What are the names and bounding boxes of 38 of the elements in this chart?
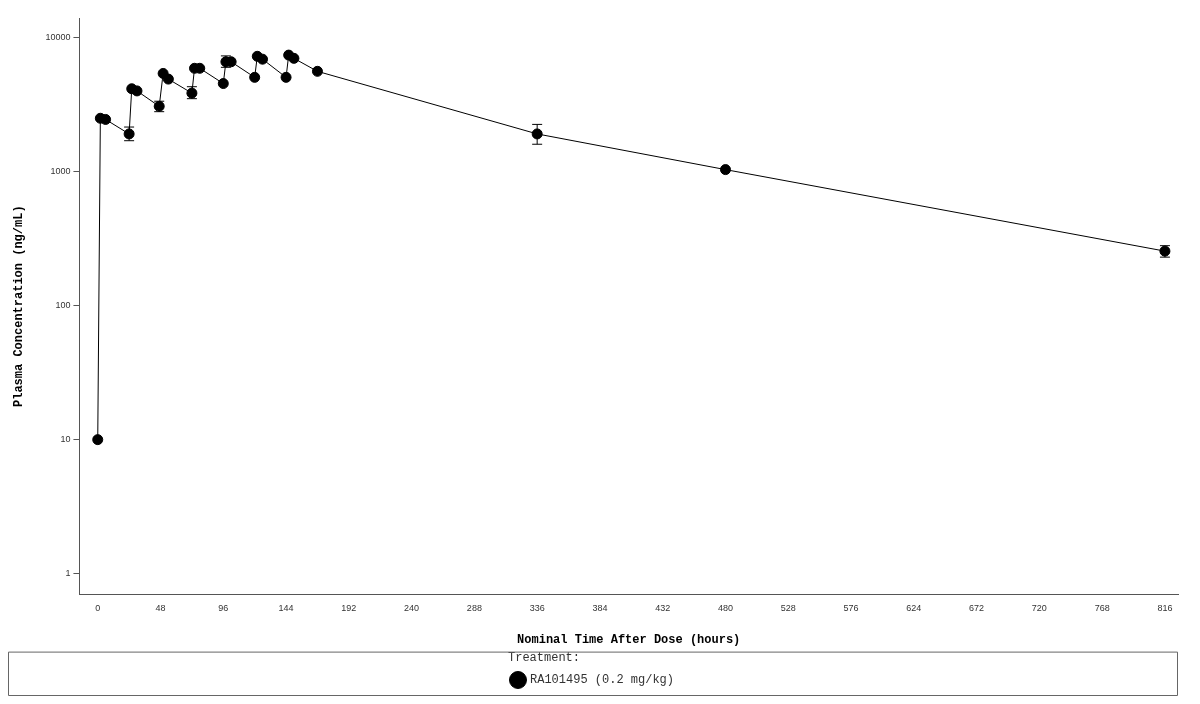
x-tick-label: 480	[717, 603, 734, 614]
y-tick-label: 1	[65, 568, 71, 579]
x-tick-label: 336	[529, 603, 545, 614]
y-tick-label: 10	[60, 434, 71, 445]
legend-title: Treatment:	[507, 650, 580, 665]
x-tick-label: 720	[1031, 603, 1047, 614]
x-tick-label: 288	[466, 603, 482, 614]
x-tick-label: 384	[592, 603, 608, 614]
point	[249, 71, 261, 83]
x-tick-label: 48	[155, 603, 166, 614]
x-tick-label: 144	[278, 603, 294, 614]
point	[311, 65, 323, 77]
x-tick-label: 624	[906, 603, 922, 614]
point	[288, 52, 300, 64]
x-tick-label: 768	[1094, 603, 1110, 614]
x-tick-label: 672	[969, 603, 985, 614]
y-tick-label: 10000	[45, 32, 71, 43]
x-tick-label: 816	[1157, 603, 1173, 614]
x-tick-label: 96	[218, 603, 229, 614]
x-tick-label: 0	[95, 603, 101, 614]
legend-label: RA101495 (0.2 mg/kg)	[529, 673, 675, 688]
point	[257, 53, 269, 65]
point	[92, 434, 104, 446]
y-tick-label: 100	[55, 300, 71, 311]
x-tick-label: 528	[780, 603, 796, 614]
y-axis-title: Plasma Concentration (ng/mL)	[12, 205, 27, 408]
x-tick-label: 240	[404, 603, 420, 614]
point	[217, 78, 229, 90]
x-tick-label: 432	[655, 603, 671, 614]
point	[719, 164, 731, 176]
point	[100, 113, 112, 125]
x-tick-label: 576	[843, 603, 859, 614]
point	[280, 71, 292, 83]
x-axis-title: Nominal Time After Dose (hours)	[517, 633, 741, 648]
y-tick-label: 1000	[50, 166, 71, 177]
x-tick-label: 192	[341, 603, 357, 614]
point	[131, 85, 143, 97]
point	[162, 73, 174, 85]
